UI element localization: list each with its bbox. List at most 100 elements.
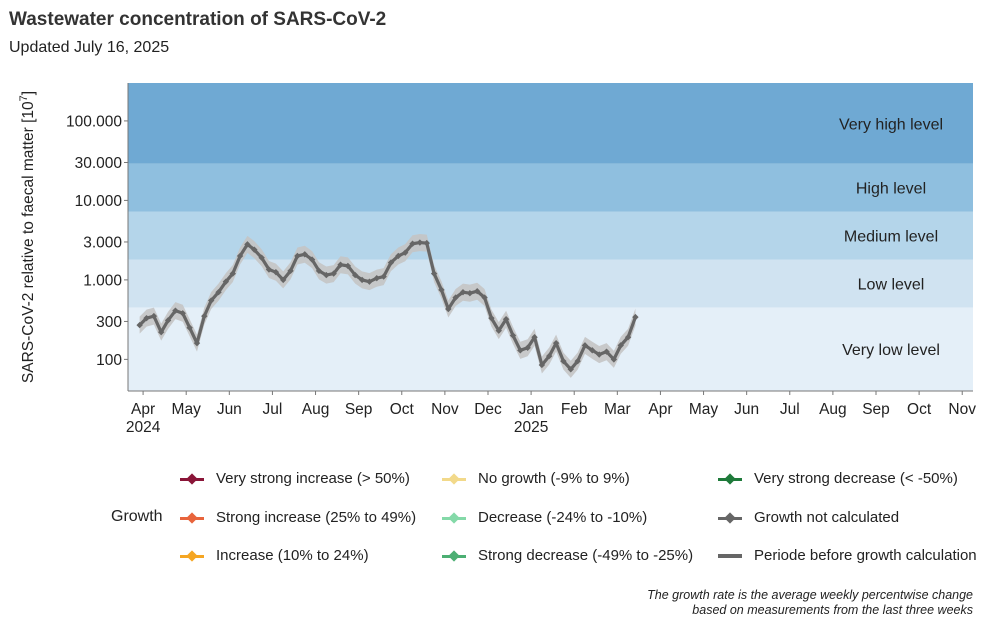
- data-point: [624, 334, 632, 341]
- x-tick-label: Jul: [780, 401, 800, 418]
- y-tick-label: 100: [96, 352, 122, 369]
- data-point: [574, 357, 581, 365]
- y-tick-label: 300: [96, 314, 122, 331]
- data-point: [596, 351, 603, 358]
- data-point: [524, 344, 531, 351]
- band-label-3: High level: [856, 181, 926, 198]
- x-tick-label: Jun: [734, 401, 759, 418]
- data-point: [538, 361, 546, 369]
- x-tick-label: Sep: [862, 401, 890, 418]
- data-point: [308, 256, 316, 263]
- data-point: [517, 347, 524, 354]
- data-point: [236, 252, 244, 260]
- y-axis-label: SARS-CoV-2 relative to faecal matter [10…: [18, 91, 37, 383]
- band-3: [128, 163, 973, 212]
- data-point: [481, 294, 488, 301]
- y-tick-label: 30.000: [75, 155, 123, 172]
- data-point: [280, 276, 287, 284]
- data-point: [344, 262, 352, 270]
- data-point: [502, 316, 510, 323]
- data-point: [352, 271, 359, 279]
- legend-swatch-icon: [180, 549, 204, 563]
- legend-very-strong-increase: Very strong increase (> 50%): [180, 470, 410, 487]
- data-point: [380, 273, 387, 280]
- x-tick-label: Jun: [217, 401, 242, 418]
- data-point: [222, 278, 230, 285]
- data-point: [423, 239, 430, 247]
- data-point: [632, 313, 639, 321]
- data-point: [150, 312, 158, 320]
- data-point: [603, 348, 610, 355]
- data-point: [193, 339, 201, 347]
- x-tick-label: Jan: [519, 401, 544, 418]
- data-point: [272, 268, 280, 276]
- x-tick-label: Dec: [474, 401, 502, 418]
- y-label-text: SARS-CoV-2 relative to faecal matter [10: [20, 101, 37, 383]
- data-point: [488, 314, 495, 322]
- data-point: [617, 342, 624, 349]
- legend-swatch-icon: [180, 472, 204, 486]
- legend-swatch-icon: [442, 472, 466, 486]
- data-point: [589, 347, 596, 354]
- data-point: [452, 294, 459, 301]
- x-tick-year-label: 2025: [514, 419, 548, 436]
- y-label-exponent: 7: [18, 95, 30, 101]
- data-point: [179, 310, 186, 317]
- y-tick-label: 100.000: [66, 113, 122, 130]
- y-tick-label: 10.000: [75, 193, 123, 210]
- data-point: [495, 327, 502, 334]
- data-point: [258, 254, 265, 261]
- confidence-band: [139, 234, 636, 378]
- data-point: [552, 339, 560, 347]
- data-point: [610, 356, 618, 363]
- legend-strong-decrease: Strong decrease (-49% to -25%): [442, 547, 693, 564]
- data-point: [330, 270, 337, 277]
- data-point: [208, 297, 215, 304]
- data-point: [229, 270, 236, 277]
- x-tick-label: Apr: [131, 401, 155, 418]
- x-tick-label: Sep: [345, 401, 373, 418]
- data-point: [358, 276, 366, 284]
- legend-swatch-icon: [442, 549, 466, 563]
- data-point: [136, 321, 143, 329]
- data-point: [459, 289, 467, 296]
- legend-increase: Increase (10% to 24%): [180, 547, 369, 564]
- footnote-line-1: The growth rate is the average weekly pe…: [647, 588, 973, 602]
- data-point: [430, 270, 438, 277]
- data-point: [509, 332, 517, 339]
- x-tick-label: Nov: [948, 401, 976, 418]
- data-point: [567, 366, 574, 373]
- data-point: [373, 275, 380, 282]
- data-point: [265, 266, 273, 273]
- data-point: [301, 251, 308, 258]
- legend-decrease: Decrease (-24% to -10%): [442, 509, 647, 526]
- data-point: [546, 352, 553, 360]
- data-point: [395, 252, 402, 260]
- data-point: [387, 259, 395, 266]
- y-label-end: ]: [20, 91, 37, 95]
- data-point: [164, 317, 172, 324]
- data-point: [201, 312, 208, 320]
- legend-strong-increase: Strong increase (25% to 49%): [180, 509, 416, 526]
- data-point: [323, 271, 330, 279]
- band-label-1: Low level: [858, 277, 925, 294]
- x-tick-label: Aug: [302, 401, 330, 418]
- footnote-line-2: based on measurements from the last thre…: [692, 603, 973, 617]
- footnote: The growth rate is the average weekly pe…: [647, 588, 973, 618]
- data-point: [466, 290, 474, 297]
- data-point: [581, 342, 589, 349]
- chart-title: Wastewater concentration of SARS-CoV-2: [9, 9, 387, 30]
- x-tick-label: Aug: [819, 401, 847, 418]
- data-point: [244, 241, 251, 248]
- legend-swatch-icon: [718, 549, 742, 563]
- data-point: [143, 314, 150, 322]
- data-point: [409, 240, 416, 247]
- data-point: [215, 289, 222, 296]
- band-4: [128, 83, 973, 164]
- band-1: [128, 259, 973, 308]
- data-point: [157, 328, 165, 336]
- y-tick-label: 1.000: [83, 272, 122, 289]
- chart-subtitle: Updated July 16, 2025: [9, 39, 170, 56]
- data-point: [366, 278, 373, 285]
- x-tick-label: May: [172, 401, 202, 418]
